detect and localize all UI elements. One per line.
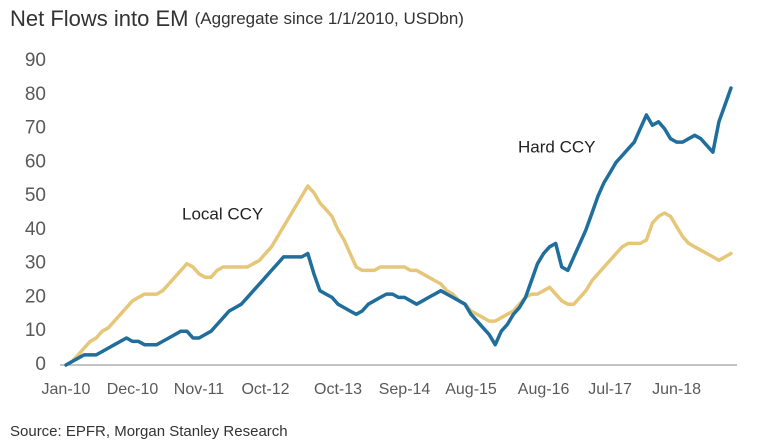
series-line (64, 86, 733, 367)
y-tick-label: 60 (25, 151, 46, 172)
subtitle: (Aggregate since 1/1/2010, USDbn) (195, 9, 464, 28)
y-tick-label: 90 (25, 50, 46, 71)
chart-title: Net Flows into EM (Aggregate since 1/1/2… (10, 6, 464, 31)
y-tick-label: 70 (25, 118, 46, 139)
x-tick-label: Aug-16 (518, 381, 570, 398)
title: Net Flows into EM (10, 6, 189, 31)
y-tick-label: 20 (25, 286, 46, 307)
x-tick-label: Jun-18 (652, 381, 701, 398)
y-tick-label: 0 (35, 354, 46, 375)
x-tick-label: Jan-10 (42, 381, 91, 398)
x-tick-label: Dec-10 (107, 381, 159, 398)
series-label: Hard CCY (518, 137, 595, 156)
x-tick-label: Jul-17 (588, 381, 632, 398)
x-tick-label: Oct-13 (314, 381, 362, 398)
y-tick-label: 40 (25, 219, 46, 240)
x-tick-label: Aug-15 (445, 381, 497, 398)
x-tick-label: Nov-11 (174, 381, 224, 398)
series-label: Local CCY (182, 204, 263, 223)
y-tick-label: 50 (25, 185, 46, 206)
y-tick-label: 30 (25, 253, 46, 274)
x-tick-label: Sep-14 (379, 381, 431, 398)
source: Source: EPFR, Morgan Stanley Research (10, 423, 288, 440)
series-line (64, 184, 733, 367)
y-tick-label: 80 (25, 84, 46, 105)
x-tick-label: Oct-12 (241, 381, 289, 398)
y-tick-label: 10 (25, 320, 46, 341)
